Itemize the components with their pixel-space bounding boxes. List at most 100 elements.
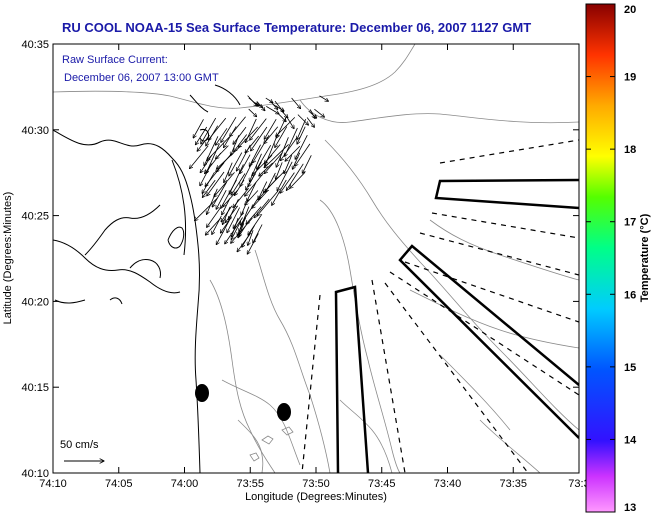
current-vector	[297, 118, 307, 140]
current-vector	[251, 126, 268, 151]
current-vector	[195, 126, 208, 145]
current-vector	[234, 134, 248, 152]
current-vector	[233, 188, 249, 208]
current-vector	[207, 171, 225, 196]
current-vector	[295, 135, 308, 159]
current-vector	[190, 145, 209, 169]
current-vector	[276, 162, 283, 179]
x-tick-label: 73:55	[236, 478, 264, 490]
current-vector	[215, 128, 228, 145]
current-vector	[212, 181, 228, 207]
y-tick-label: 40:20	[21, 296, 49, 308]
current-vector	[269, 99, 277, 110]
current-vector	[229, 199, 239, 220]
current-vector	[297, 126, 306, 144]
current-vector	[202, 179, 216, 197]
y-tick-label: 40:15	[21, 382, 49, 394]
current-vector	[302, 155, 312, 173]
current-vector	[205, 152, 222, 174]
current-vector	[266, 106, 279, 114]
current-vector	[248, 213, 263, 235]
current-vector	[249, 144, 261, 167]
current-vector	[319, 95, 329, 101]
colorbar-tick-label: 14	[624, 434, 637, 446]
current-vector	[216, 190, 227, 209]
current-vector	[309, 109, 315, 119]
current-vector	[306, 117, 314, 128]
current-vector	[212, 215, 222, 235]
current-vector	[275, 126, 288, 148]
colorbar-tick-label: 17	[624, 217, 636, 229]
current-vector	[197, 134, 210, 151]
colorbar-tick-label: 16	[624, 289, 636, 301]
current-vector	[276, 137, 289, 167]
current-vector	[200, 163, 212, 186]
current-vector	[237, 234, 251, 251]
current-vector	[292, 152, 301, 170]
current-vector	[246, 206, 262, 225]
sweep-dashed-lines	[301, 139, 579, 473]
current-vector	[225, 205, 239, 223]
colorbar-tick-label: 15	[624, 362, 636, 374]
current-vector	[241, 198, 249, 215]
current-vector	[264, 144, 289, 167]
current-vector	[240, 154, 251, 174]
current-vector	[221, 205, 233, 222]
y-tick-label: 40:10	[21, 468, 49, 480]
x-tick-label: 73:3	[568, 478, 589, 490]
current-vector	[229, 152, 243, 176]
current-vector	[264, 152, 283, 174]
current-vector	[257, 144, 272, 169]
current-vector	[297, 114, 309, 126]
current-vector	[231, 135, 240, 155]
current-vector	[221, 116, 237, 142]
x-tick-label: 73:40	[434, 478, 462, 490]
current-vector	[227, 207, 240, 233]
current-annotation-line2: December 06, 2007 13:00 GMT	[64, 72, 219, 84]
plot-area	[53, 44, 579, 473]
current-vector	[248, 97, 259, 106]
current-vector	[195, 198, 218, 220]
current-vector	[246, 173, 256, 190]
colorbar-tick-label: 13	[624, 502, 636, 514]
current-vector	[233, 126, 247, 144]
current-vector	[278, 113, 286, 122]
current-vectors	[190, 95, 329, 255]
current-vector	[207, 188, 218, 215]
x-axis-label: Longitude (Degrees:Minutes)	[245, 491, 387, 503]
current-vector	[259, 162, 273, 176]
current-vector	[277, 161, 293, 191]
current-vector	[245, 172, 264, 196]
colorbar-tick-label: 20	[624, 4, 636, 16]
current-vector	[214, 172, 235, 197]
x-tick-label: 73:35	[499, 478, 527, 490]
current-vector	[222, 198, 231, 215]
current-vector	[245, 118, 257, 143]
y-tick-label: 40:30	[21, 125, 49, 137]
current-vector	[193, 119, 204, 138]
current-vector	[205, 217, 221, 235]
x-tick-label: 74:10	[39, 478, 67, 490]
current-vector	[202, 171, 215, 193]
current-vector	[285, 145, 301, 161]
current-vector	[291, 97, 301, 109]
y-axis-label: Latitude (Degrees:Minutes)	[2, 192, 14, 325]
current-vector	[248, 230, 254, 245]
current-vector	[272, 179, 287, 206]
x-tick-label: 74:05	[105, 478, 133, 490]
current-vector	[252, 189, 269, 208]
x-tick-label: 74:00	[171, 478, 199, 490]
current-vector	[248, 108, 257, 117]
current-vector	[284, 155, 293, 174]
current-vector	[290, 171, 306, 188]
current-vector	[252, 154, 273, 176]
colorbar	[585, 3, 616, 513]
current-vector	[258, 179, 277, 200]
x-tick-label: 73:50	[302, 478, 330, 490]
current-vector	[253, 134, 270, 163]
current-vector	[206, 125, 219, 146]
current-vector	[280, 137, 298, 160]
current-vector	[200, 155, 213, 173]
current-vector	[207, 207, 221, 228]
